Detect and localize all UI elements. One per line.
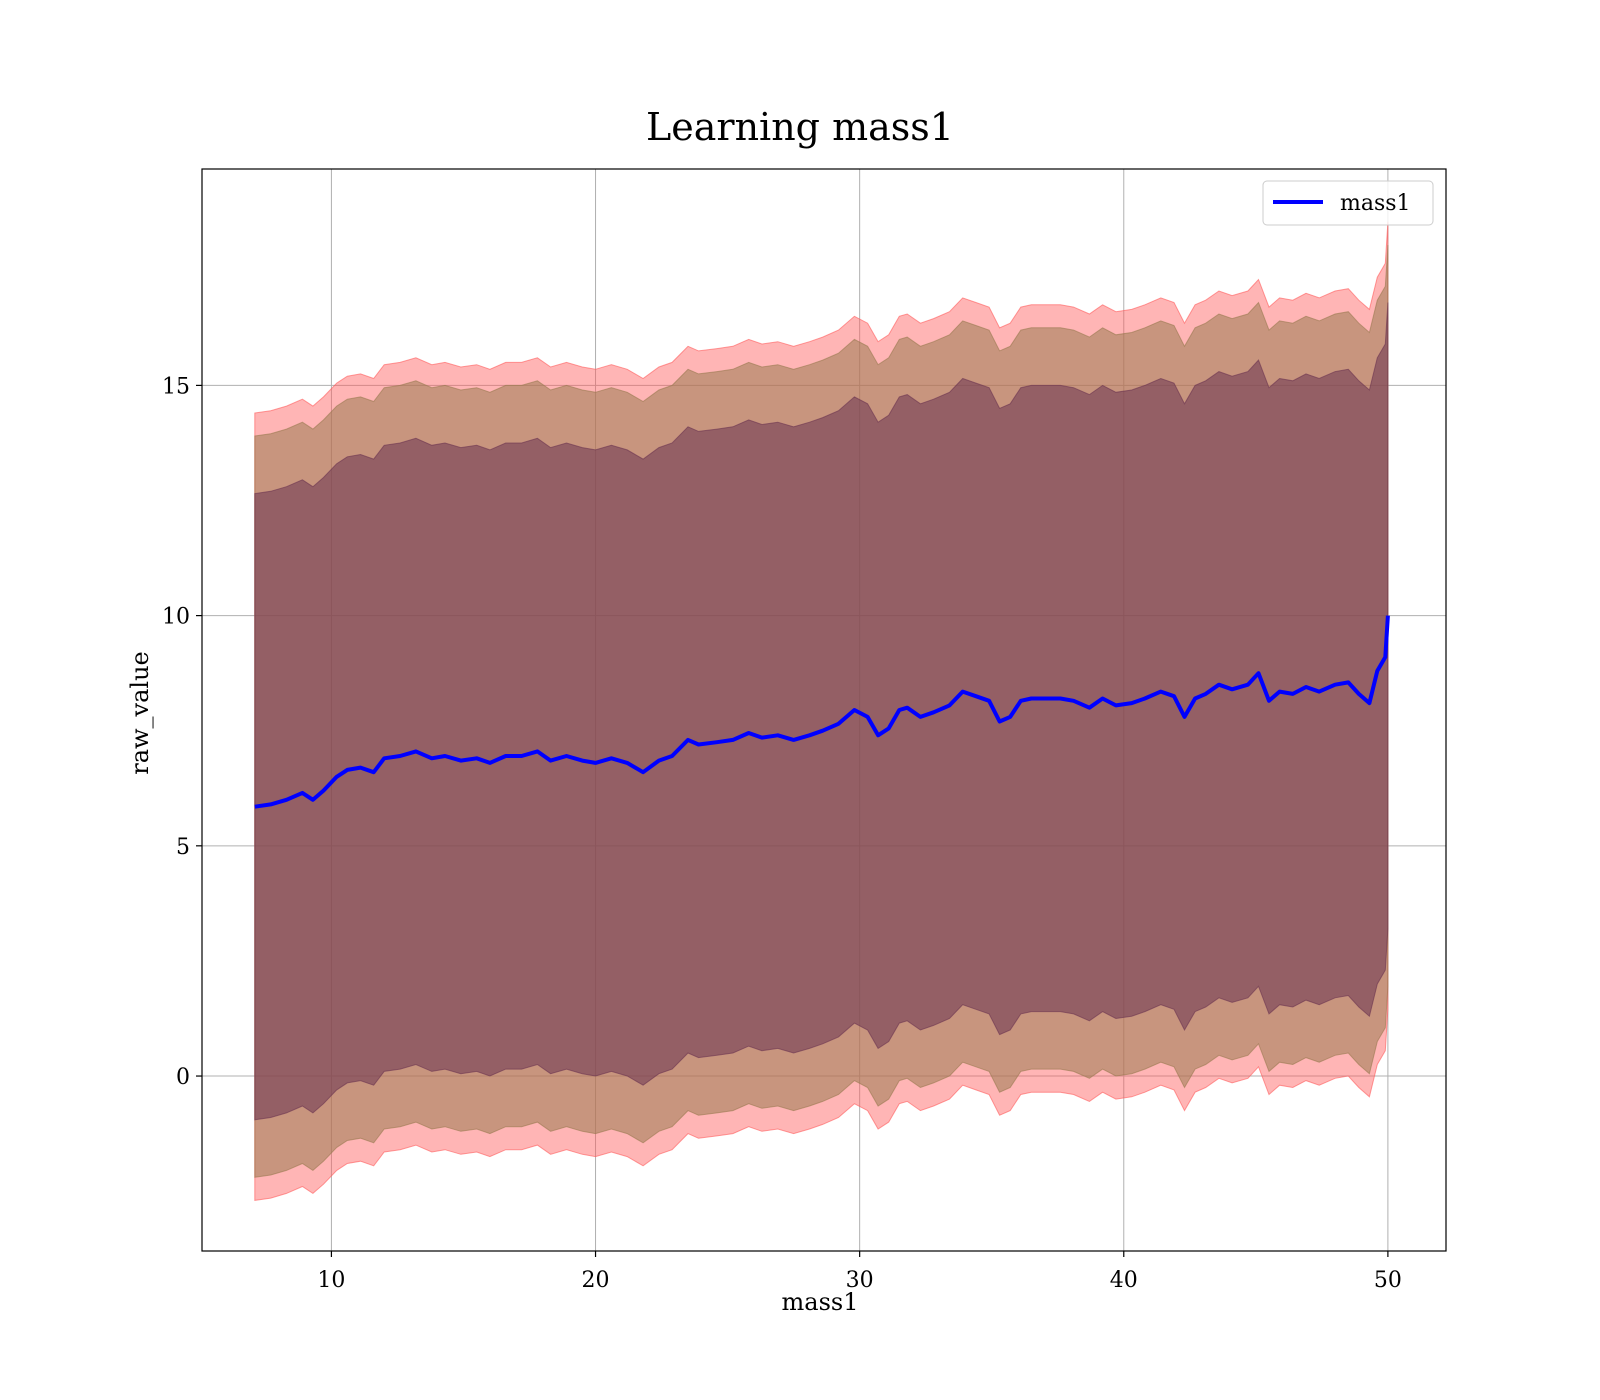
x-axis-ticks: 10 20 30 40 50 <box>317 1251 1402 1293</box>
confidence-bands <box>254 221 1389 1201</box>
x-tick-label: 30 <box>846 1268 874 1293</box>
y-tick-label: 5 <box>176 835 190 860</box>
y-axis-label: raw_value <box>126 651 154 775</box>
plot-frame <box>201 168 1447 1252</box>
legend: mass1 <box>1262 180 1434 226</box>
series-line-mass1 <box>254 615 1390 809</box>
x-axis-label: mass1 <box>782 1288 859 1316</box>
x-tick-label: 50 <box>1374 1268 1402 1293</box>
series-lines <box>254 615 1390 809</box>
chart-title: Learning mass1 <box>646 105 954 149</box>
x-tick-label: 40 <box>1110 1268 1138 1293</box>
x-tick-label: 20 <box>582 1268 610 1293</box>
legend-label: mass1 <box>1340 191 1411 216</box>
confidence-band-3 <box>254 302 1389 1121</box>
y-tick-label: 10 <box>162 605 190 630</box>
y-axis-ticks: 0 5 10 15 <box>162 374 202 1090</box>
legend-box <box>1262 180 1434 226</box>
x-tick-label: 10 <box>317 1268 345 1293</box>
y-tick-label: 15 <box>162 374 190 399</box>
y-tick-label: 0 <box>176 1065 190 1090</box>
